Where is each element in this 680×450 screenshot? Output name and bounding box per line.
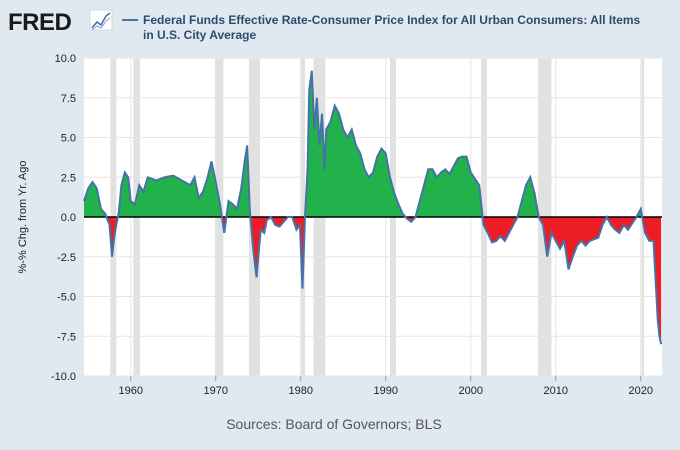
positive-area (84, 182, 107, 217)
x-tick-label: 2000 (459, 385, 483, 397)
negative-area (482, 217, 518, 243)
y-tick-label: 5.0 (61, 133, 76, 145)
negative-area (538, 217, 607, 270)
x-axis-ticks: 1960 1970 1980 1990 2000 2010 2020 (119, 376, 653, 397)
series-line (83, 70, 663, 345)
y-tick-label: 0.0 (61, 212, 76, 224)
legend-line-1: Federal Funds Effective Rate-Consumer Pr… (143, 13, 641, 27)
fred-logo[interactable]: FRED (8, 9, 113, 36)
y-axis-ticks: 10.0 7.5 5.0 2.5 0.0 -2.5 -5.0 -7.5 -10.0 (51, 53, 76, 383)
legend-line-2: in U.S. City Average (143, 28, 256, 42)
x-tick-label: 1990 (374, 385, 398, 397)
positive-area (517, 177, 539, 217)
y-tick-label: -7.5 (57, 331, 76, 343)
y-axis-label: %-% Chg. from Yr. Ago (17, 161, 29, 274)
source-note: Sources: Board of Governors; BLS (226, 416, 442, 432)
fred-logo-chart-icon (89, 9, 113, 31)
y-tick-label: -5.0 (57, 292, 76, 304)
y-tick-label: 7.5 (61, 93, 76, 105)
positive-area (117, 161, 222, 217)
x-tick-label: 2010 (544, 385, 568, 397)
positive-area (415, 156, 483, 217)
negative-area (642, 217, 662, 345)
y-tick-label: -10.0 (51, 371, 76, 383)
x-tick-label: 1960 (119, 385, 143, 397)
y-tick-label: -2.5 (57, 252, 76, 264)
legend: Federal Funds Effective Rate-Consumer Pr… (122, 13, 641, 42)
fred-logo-text: FRED (8, 9, 72, 36)
x-tick-label: 1970 (204, 385, 228, 397)
y-tick-label: 10.0 (55, 53, 76, 65)
x-tick-label: 1980 (289, 385, 313, 397)
y-tick-label: 2.5 (61, 172, 76, 184)
negative-area (606, 217, 637, 233)
x-tick-label: 2020 (629, 385, 653, 397)
